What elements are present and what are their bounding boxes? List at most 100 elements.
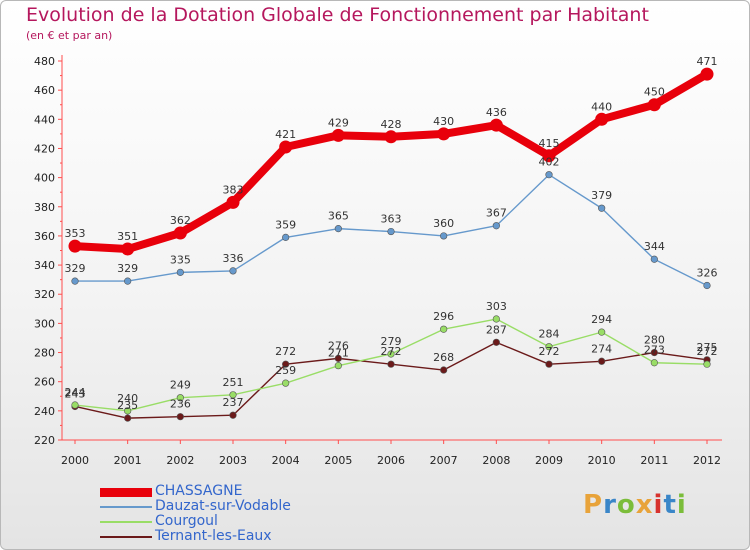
data-point bbox=[595, 112, 609, 126]
data-point bbox=[279, 140, 293, 154]
legend-swatch bbox=[100, 521, 152, 523]
x-tick-label: 2004 bbox=[272, 454, 300, 467]
data-label: 421 bbox=[275, 128, 296, 141]
data-point bbox=[124, 414, 132, 422]
x-tick-label: 2006 bbox=[377, 454, 405, 467]
data-label: 243 bbox=[65, 387, 86, 400]
logo-letter: r bbox=[603, 490, 617, 520]
data-point bbox=[176, 413, 184, 421]
x-tick-label: 2003 bbox=[219, 454, 247, 467]
data-point bbox=[437, 127, 451, 141]
data-label: 279 bbox=[381, 335, 402, 348]
data-point bbox=[598, 357, 606, 365]
y-tick-label: 400 bbox=[34, 172, 55, 185]
data-point bbox=[440, 232, 448, 240]
data-label: 428 bbox=[381, 118, 402, 131]
data-label: 284 bbox=[539, 328, 560, 341]
data-label: 471 bbox=[697, 55, 718, 68]
data-label: 275 bbox=[697, 341, 718, 354]
y-tick-label: 220 bbox=[34, 434, 55, 447]
data-point bbox=[700, 67, 714, 81]
data-point bbox=[71, 401, 79, 409]
logo-letter: i bbox=[676, 490, 687, 520]
data-label: 237 bbox=[223, 396, 244, 409]
data-point bbox=[68, 239, 82, 253]
data-point bbox=[176, 268, 184, 276]
data-label: 367 bbox=[486, 207, 507, 220]
y-tick-label: 420 bbox=[34, 142, 55, 155]
y-tick-label: 440 bbox=[34, 113, 55, 126]
data-label: 362 bbox=[170, 214, 191, 227]
data-label: 273 bbox=[644, 344, 665, 357]
data-point bbox=[703, 281, 711, 290]
data-point bbox=[121, 242, 135, 256]
data-label: 329 bbox=[65, 262, 86, 275]
data-label: 383 bbox=[223, 183, 244, 196]
legend-label: CHASSAGNE bbox=[155, 483, 243, 499]
chart-title: Evolution de la Dotation Globale de Fonc… bbox=[26, 4, 649, 26]
data-point bbox=[173, 226, 187, 240]
data-point bbox=[440, 325, 448, 333]
x-tick-label: 2005 bbox=[324, 454, 352, 467]
data-label: 251 bbox=[223, 376, 244, 389]
data-label: 236 bbox=[170, 398, 191, 411]
data-label: 287 bbox=[486, 323, 507, 336]
data-point bbox=[387, 350, 395, 358]
y-tick-label: 480 bbox=[34, 55, 55, 68]
x-tick-label: 2010 bbox=[588, 454, 616, 467]
data-point bbox=[387, 360, 395, 368]
y-tick-label: 360 bbox=[34, 230, 55, 243]
y-tick-label: 260 bbox=[34, 376, 55, 389]
data-point bbox=[176, 394, 184, 402]
data-label: 335 bbox=[170, 253, 191, 266]
data-point bbox=[334, 225, 342, 233]
data-label: 436 bbox=[486, 106, 507, 119]
legend-label: Ternant-les-Eaux bbox=[155, 528, 272, 544]
proxiti-logo: Proxiti bbox=[583, 490, 687, 520]
x-tick-label: 2009 bbox=[535, 454, 563, 467]
x-tick-label: 2002 bbox=[166, 454, 194, 467]
y-tick-label: 340 bbox=[34, 259, 55, 272]
data-label: 440 bbox=[591, 100, 612, 113]
data-label: 272 bbox=[697, 345, 718, 358]
data-label: 280 bbox=[644, 334, 665, 347]
logo-letter: i bbox=[653, 490, 664, 520]
data-label: 363 bbox=[381, 213, 402, 226]
data-point bbox=[650, 359, 658, 367]
data-label: 244 bbox=[65, 386, 86, 399]
data-label: 379 bbox=[591, 189, 612, 202]
data-point bbox=[647, 98, 661, 112]
x-tick-label: 2008 bbox=[482, 454, 510, 467]
data-label: 272 bbox=[275, 345, 296, 358]
data-label: 359 bbox=[275, 218, 296, 231]
data-point bbox=[598, 204, 606, 212]
data-label: 303 bbox=[486, 300, 507, 313]
y-tick-label: 320 bbox=[34, 288, 55, 301]
data-point bbox=[331, 128, 345, 142]
y-tick-label: 460 bbox=[34, 84, 55, 97]
chart-subtitle: (en € et par an) bbox=[26, 29, 113, 42]
data-point bbox=[440, 366, 448, 374]
x-tick-label: 2000 bbox=[61, 454, 89, 467]
data-label: 360 bbox=[433, 217, 454, 230]
data-label: 271 bbox=[328, 347, 349, 360]
x-tick-label: 2011 bbox=[640, 454, 668, 467]
data-point bbox=[492, 222, 500, 230]
data-label: 336 bbox=[223, 252, 244, 265]
data-point bbox=[229, 267, 237, 275]
x-tick-label: 2001 bbox=[114, 454, 142, 467]
x-tick-label: 2007 bbox=[430, 454, 458, 467]
data-point bbox=[124, 277, 132, 285]
data-label: 402 bbox=[539, 156, 560, 169]
data-label: 450 bbox=[644, 86, 665, 99]
data-label: 240 bbox=[117, 392, 138, 405]
data-label: 235 bbox=[117, 399, 138, 412]
data-label: 274 bbox=[591, 342, 612, 355]
data-point bbox=[282, 233, 290, 241]
data-label: 429 bbox=[328, 116, 349, 129]
data-point bbox=[282, 360, 290, 368]
data-label: 268 bbox=[433, 351, 454, 364]
data-point bbox=[703, 360, 711, 368]
data-label: 351 bbox=[117, 230, 138, 243]
